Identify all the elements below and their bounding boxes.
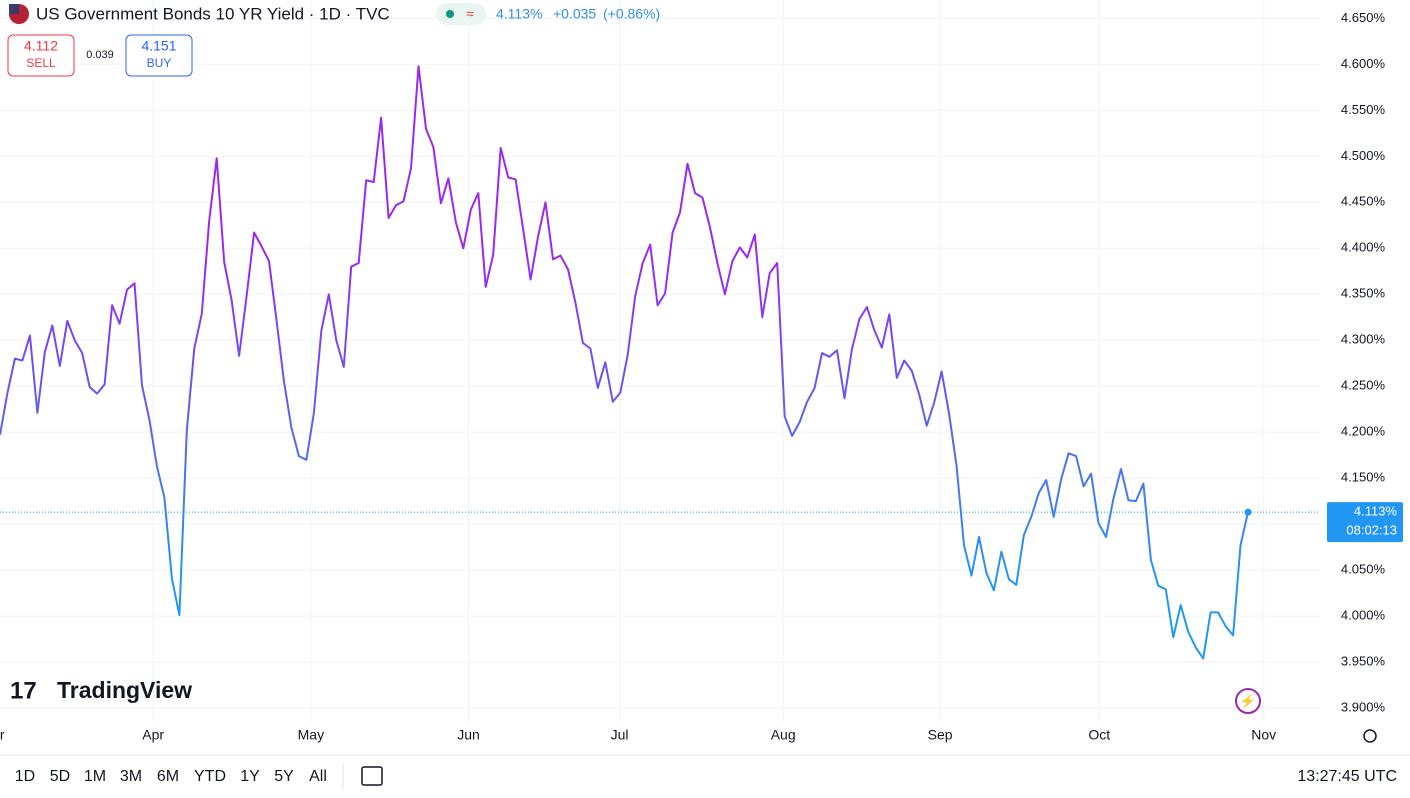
range-button[interactable]: YTD [194,768,226,785]
range-button[interactable]: 5D [50,768,70,785]
flag-canton [9,4,19,14]
range-button[interactable]: 6M [157,768,179,785]
alert-glyph: ⚡ [1240,693,1256,709]
x-tick-label: Aug [771,727,796,743]
logo: TradingView [57,677,192,703]
y-tick-label: 3.900% [1341,699,1386,714]
buy-button[interactable] [125,34,193,77]
y-tick-label: 4.350% [1341,286,1386,301]
sell-button[interactable] [7,34,75,77]
range-button[interactable]: 1M [84,768,106,785]
buy-price: 4.151 [141,38,176,54]
range-button[interactable]: 5Y [274,768,294,785]
x-tick-label: Jun [457,727,480,743]
range-button[interactable]: All [309,768,327,785]
range-button[interactable]: 3M [120,768,142,785]
y-tick-label: 4.450% [1341,194,1386,209]
status-pill[interactable] [436,3,486,25]
buy-label: BUY [147,56,172,70]
status-dot [446,10,454,18]
y-tick-label: 4.050% [1341,562,1386,577]
y-tick-label: 4.250% [1341,378,1386,393]
sell-price: 4.112 [24,38,58,54]
y-tick-label: 4.150% [1341,470,1386,485]
clock: 13:27:45 UTC [1297,768,1397,785]
y-tick-label: 4.000% [1341,608,1386,623]
y-tick-label: 4.400% [1341,240,1386,255]
change-pct: (+0.86%) [603,6,660,22]
price-line [0,65,1249,660]
countdown: 08:02:13 [1346,523,1397,538]
sell-label: SELL [26,56,56,70]
logo-mark: 17 [10,677,37,704]
y-tick-label: 4.200% [1341,424,1386,439]
x-tick-label: Apr [142,727,164,743]
spread: 0.039 [86,49,114,61]
change: +0.035 [553,6,596,22]
settings-icon[interactable] [1363,729,1377,743]
calendar-icon[interactable] [361,766,383,786]
x-tick-label: Sep [928,727,953,743]
x-tick-label: Oct [1088,727,1110,743]
x-tick-label: Mar [0,727,5,743]
y-tick-label: 4.600% [1341,56,1386,71]
last-price-box [1327,502,1403,543]
symbol-title: US Government Bonds 10 YR Yield · 1D · T… [36,4,390,23]
last-price-label: 4.113% [1354,504,1398,519]
range-button[interactable]: 1D [15,768,35,785]
y-tick-label: 4.500% [1341,148,1386,163]
y-tick-label: 4.550% [1341,102,1386,117]
x-tick-label: Jul [611,727,629,743]
y-tick-label: 4.650% [1341,10,1386,25]
x-tick-label: May [298,727,324,743]
alert-icon[interactable] [1235,688,1261,714]
x-tick-label: Nov [1251,727,1276,743]
last-price: 4.113% [496,6,542,22]
y-tick-label: 4.300% [1341,332,1386,347]
y-tick-label: 3.950% [1341,654,1386,669]
range-button[interactable]: 1Y [240,768,260,785]
status-icon: ≈ [466,6,474,22]
